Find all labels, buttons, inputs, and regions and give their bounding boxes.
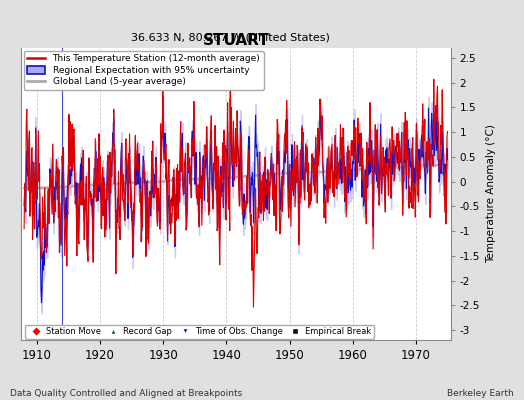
Text: Berkeley Earth: Berkeley Earth	[447, 389, 514, 398]
Title: STUART: STUART	[202, 33, 269, 48]
Legend: Station Move, Record Gap, Time of Obs. Change, Empirical Break: Station Move, Record Gap, Time of Obs. C…	[25, 325, 374, 339]
Y-axis label: Temperature Anomaly (°C): Temperature Anomaly (°C)	[486, 124, 496, 264]
Text: Data Quality Controlled and Aligned at Breakpoints: Data Quality Controlled and Aligned at B…	[10, 389, 243, 398]
Text: 36.633 N, 80.267 W (United States): 36.633 N, 80.267 W (United States)	[131, 32, 330, 42]
